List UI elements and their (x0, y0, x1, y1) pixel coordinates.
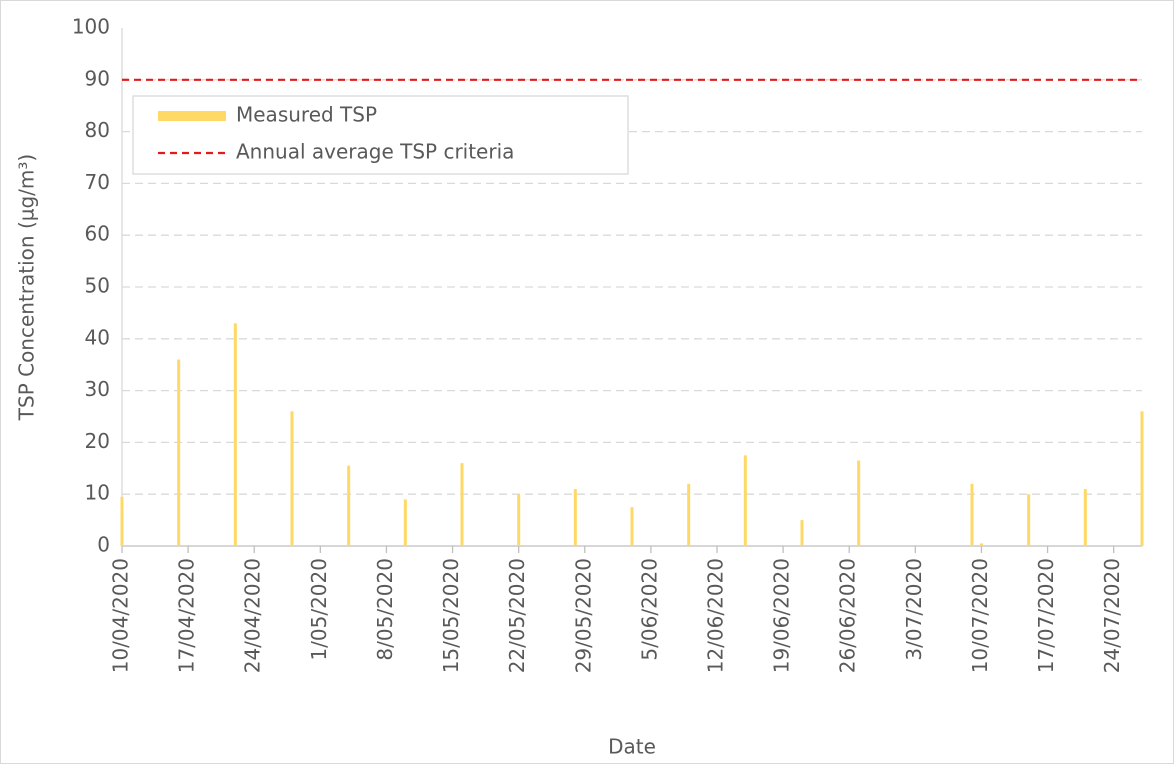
bar (630, 507, 634, 546)
y-tick-label: 60 (85, 222, 110, 246)
y-tick-label: 20 (85, 429, 110, 453)
bar (1027, 494, 1031, 546)
x-tick-label: 22/05/2020 (505, 558, 529, 673)
x-tick-label: 24/04/2020 (241, 558, 265, 673)
bar (979, 543, 983, 546)
y-tick-label: 100 (72, 15, 110, 39)
legend-label: Measured TSP (236, 103, 377, 127)
bar (290, 411, 294, 546)
bar (743, 455, 747, 546)
y-tick-label: 0 (97, 533, 110, 557)
y-tick-label: 70 (85, 170, 110, 194)
x-axis-title: Date (608, 735, 656, 759)
bar (970, 483, 974, 546)
bar (800, 520, 804, 546)
x-tick-label: 8/05/2020 (373, 558, 397, 661)
bar (403, 499, 407, 546)
x-tick-label: 3/07/2020 (902, 558, 926, 661)
y-tick-label: 40 (85, 325, 110, 349)
x-tick-label: 5/06/2020 (637, 558, 661, 661)
x-tick-label: 26/06/2020 (836, 558, 860, 673)
y-tick-label: 80 (85, 118, 110, 142)
x-tick-label: 15/05/2020 (439, 558, 463, 673)
bar (347, 465, 351, 546)
y-axis-title: TSP Concentration (µg/m³) (15, 154, 39, 421)
bar (233, 323, 237, 546)
x-tick-label: 12/06/2020 (704, 558, 728, 673)
y-tick-label: 90 (85, 66, 110, 90)
bar (573, 489, 577, 546)
x-tick-label: 29/05/2020 (571, 558, 595, 673)
bar (1140, 411, 1144, 546)
x-tick-label: 17/04/2020 (175, 558, 199, 673)
x-tick-label: 19/06/2020 (770, 558, 794, 673)
bar (460, 463, 464, 546)
y-tick-label: 50 (85, 274, 110, 298)
bar (517, 494, 521, 546)
x-tick-label: 1/05/2020 (307, 558, 331, 661)
x-tick-label: 17/07/2020 (1034, 558, 1058, 673)
legend-label: Annual average TSP criteria (236, 140, 514, 164)
legend-swatch (158, 111, 226, 121)
bar (120, 496, 124, 546)
legend-box (132, 95, 629, 175)
bar (1083, 489, 1087, 546)
x-tick-label: 10/07/2020 (968, 558, 992, 673)
x-tick-label: 24/07/2020 (1100, 558, 1124, 673)
y-tick-label: 10 (85, 481, 110, 505)
y-tick-label: 30 (85, 377, 110, 401)
bar (177, 359, 181, 546)
x-tick-label: 10/04/2020 (109, 558, 133, 673)
legend: Measured TSP Annual average TSP criteria (132, 95, 629, 175)
bar (687, 483, 691, 546)
bar (857, 460, 861, 546)
